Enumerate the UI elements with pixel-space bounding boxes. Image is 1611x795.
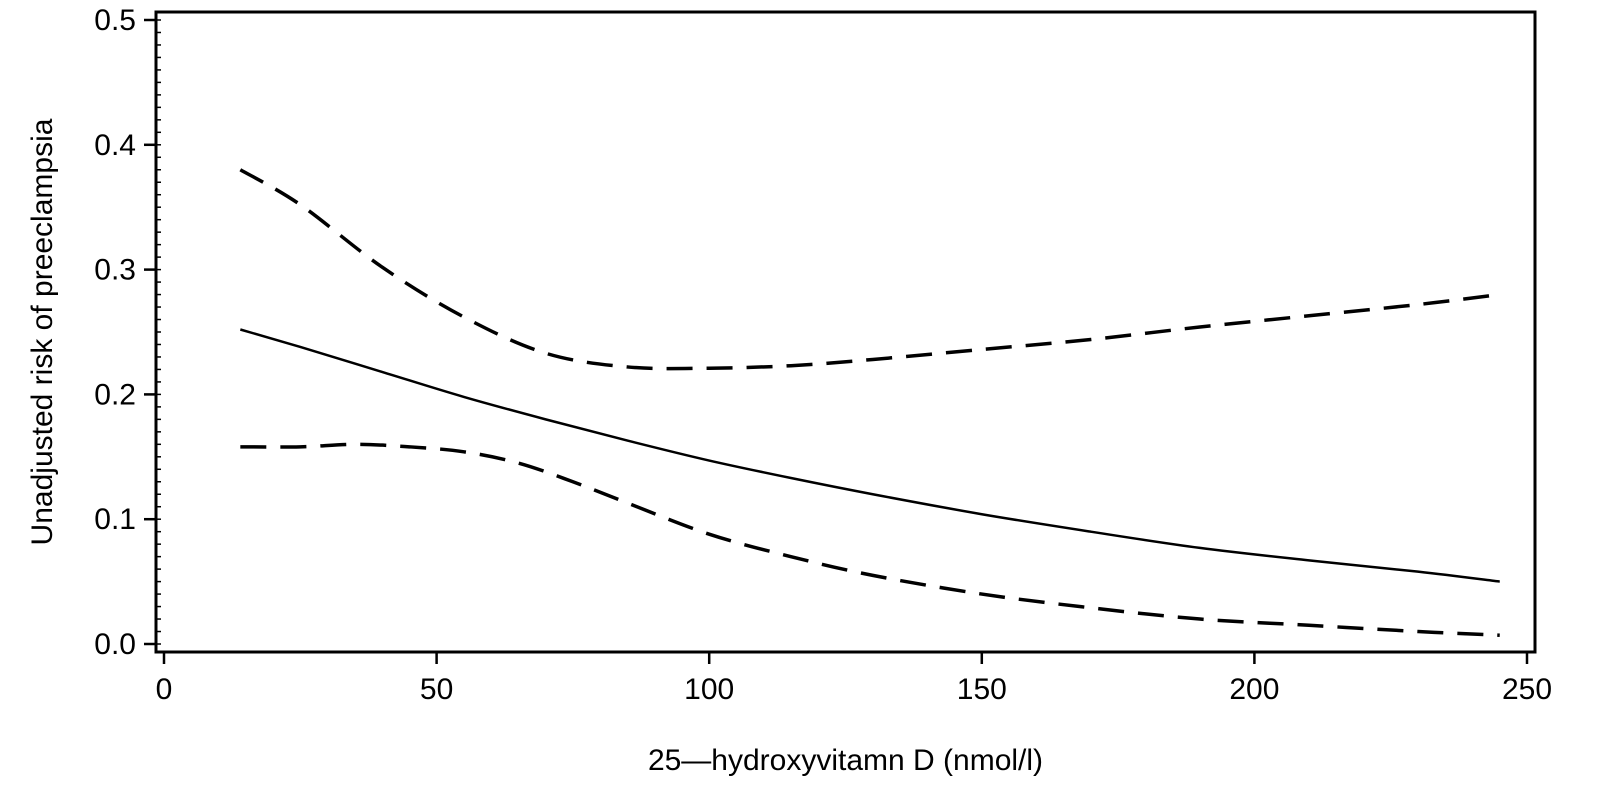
plot-frame (154, 10, 1537, 654)
x-tick-label: 200 (1229, 673, 1279, 706)
x-tick-label: 0 (156, 673, 173, 706)
x-tick-label: 50 (420, 673, 453, 706)
y-tick-label: 0.1 (94, 503, 136, 536)
x-axis-label: 25—hydroxyvitamn D (nmol/l) (648, 744, 1043, 777)
y-axis: 0.0 0.1 0.2 0.3 0.4 0.5 (94, 4, 156, 661)
y-tick-label: 0.5 (94, 4, 136, 37)
x-axis: 0 50 100 150 200 250 (156, 652, 1552, 706)
y-tick-label: 0.0 (94, 628, 136, 661)
upper-ci-line (239, 168, 1500, 371)
y-tick-label: 0.2 (94, 378, 136, 411)
estimate-line (239, 328, 1500, 583)
y-axis-label: Unadjusted risk of preeclampsia (26, 118, 59, 545)
lower-ci-line (240, 442, 1500, 638)
y-tick-label: 0.4 (94, 129, 136, 162)
series-layer (239, 168, 1500, 638)
x-tick-label: 250 (1502, 673, 1552, 706)
y-tick-label: 0.3 (94, 254, 136, 287)
x-tick-label: 100 (684, 673, 734, 706)
x-tick-label: 150 (957, 673, 1007, 706)
